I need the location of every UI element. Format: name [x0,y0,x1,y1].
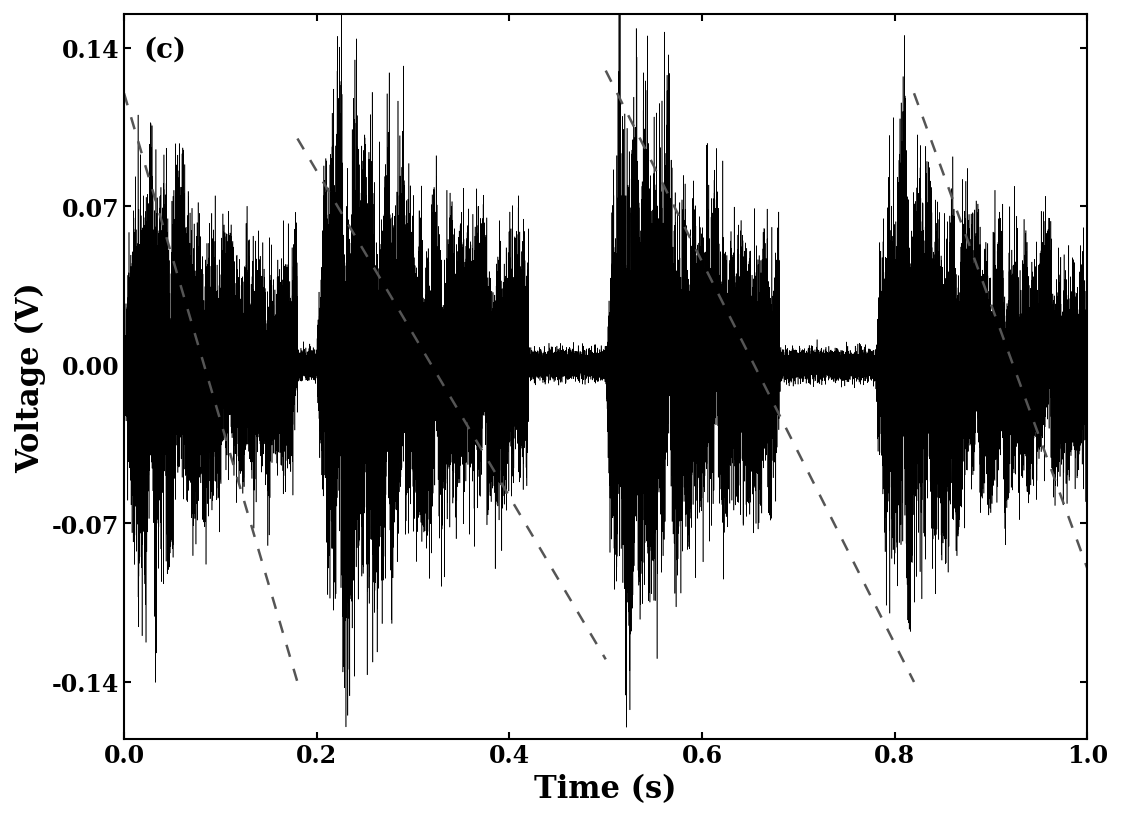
Text: (c): (c) [144,37,186,64]
Y-axis label: Voltage (V): Voltage (V) [15,282,46,472]
X-axis label: Time (s): Time (s) [535,773,677,804]
